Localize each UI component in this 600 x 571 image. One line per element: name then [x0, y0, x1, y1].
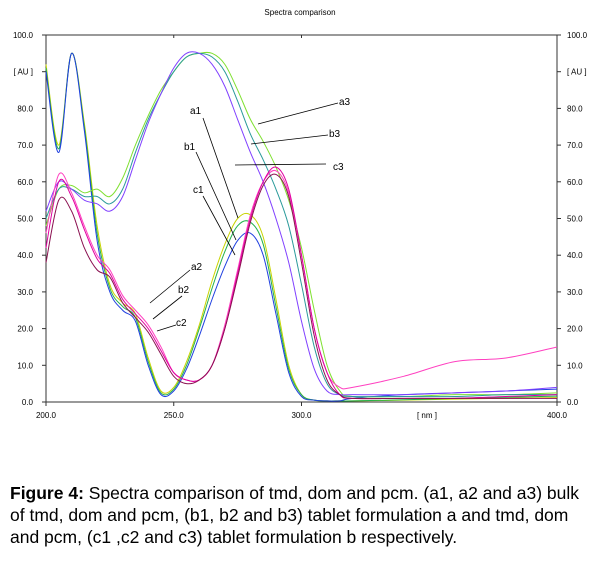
- series-line-a2: [45, 169, 558, 390]
- series-lines: [45, 51, 558, 402]
- leader-line-c1: [202, 195, 236, 256]
- annotation-label-a2: a2: [191, 262, 203, 273]
- series-line-b3: [45, 52, 558, 398]
- axes: 100.0 100.0 80.0 80.0 70.0 70.0 60.0 60.0 50.0 50…: [13, 31, 588, 420]
- y-tick-label-right: 10.0: [567, 361, 583, 370]
- chart-title: Spectra comparison: [264, 8, 335, 17]
- x-tick-label: 200.0: [36, 411, 57, 420]
- leader-line-b2: [152, 295, 183, 320]
- y-tick-label: 10.0: [17, 361, 33, 370]
- series-line-c2: [45, 173, 557, 400]
- series-line-b1: [45, 52, 558, 402]
- leader-line-b1: [195, 151, 237, 241]
- annotation-label-a3: a3: [339, 97, 351, 108]
- y-tick-label-right: 80.0: [567, 104, 583, 113]
- annotation-label-c3: c3: [333, 162, 344, 173]
- x-axis-label: [ nm ]: [417, 411, 437, 420]
- x-tick-label: 250.0: [164, 411, 185, 420]
- x-tick-label: 400.0: [547, 411, 568, 420]
- series-line-c1: [45, 52, 558, 402]
- figure-caption: Figure 4: Spectra comparison of tmd, dom…: [10, 482, 595, 548]
- caption-label: Figure 4:: [10, 483, 84, 503]
- leader-line-c3: [234, 163, 327, 166]
- y-tick-label-right: 40.0: [567, 251, 583, 260]
- annotation-label-b3: b3: [329, 129, 341, 140]
- y-tick-label: 30.0: [17, 288, 33, 297]
- caption-text: Spectra comparison of tmd, dom and pcm. …: [10, 483, 580, 547]
- leader-line-c2: [156, 324, 177, 332]
- annotations: a1 b1 c1 a2 b2 c2 a3 b3 c3: [149, 97, 351, 332]
- y-tick-label: 80.0: [17, 104, 33, 113]
- series-line-c3: [45, 51, 558, 396]
- spectra-chart: Spectra comparison 100.0 100.0 80.0 80.0 70.…: [13, 8, 588, 420]
- y-tick-label-right: 0.0: [567, 398, 579, 407]
- y-tick-label: 100.0: [13, 31, 34, 40]
- leader-line-a3: [257, 102, 339, 125]
- y-tick-label-right: 20.0: [567, 325, 583, 334]
- y-axis-label-right: [ AU ]: [567, 68, 587, 77]
- leader-line-a2: [149, 269, 191, 304]
- y-tick-label-right: 70.0: [567, 141, 583, 150]
- annotation-label-b2: b2: [178, 285, 190, 296]
- leader-line-a1: [202, 117, 239, 219]
- x-tick-label: 300.0: [291, 411, 312, 420]
- y-tick-label: 50.0: [17, 215, 33, 224]
- y-tick-label-right: 100.0: [567, 31, 588, 40]
- y-tick-label: 60.0: [17, 178, 33, 187]
- series-line-a1: [45, 52, 558, 402]
- annotation-label-b1: b1: [184, 142, 196, 153]
- y-tick-label-right: 50.0: [567, 215, 583, 224]
- y-tick-label: 20.0: [17, 325, 33, 334]
- y-tick-label-right: 30.0: [567, 288, 583, 297]
- annotation-label-c2: c2: [176, 318, 187, 329]
- y-tick-label-right: 60.0: [567, 178, 583, 187]
- y-axis-label: [ AU ]: [13, 68, 33, 77]
- y-tick-label: 40.0: [17, 251, 33, 260]
- y-tick-label: 70.0: [17, 141, 33, 150]
- leader-line-b3: [250, 134, 329, 145]
- annotation-label-a1: a1: [190, 106, 202, 117]
- series-line-a3: [45, 51, 558, 398]
- y-tick-label: 0.0: [22, 398, 34, 407]
- annotation-label-c1: c1: [193, 185, 204, 196]
